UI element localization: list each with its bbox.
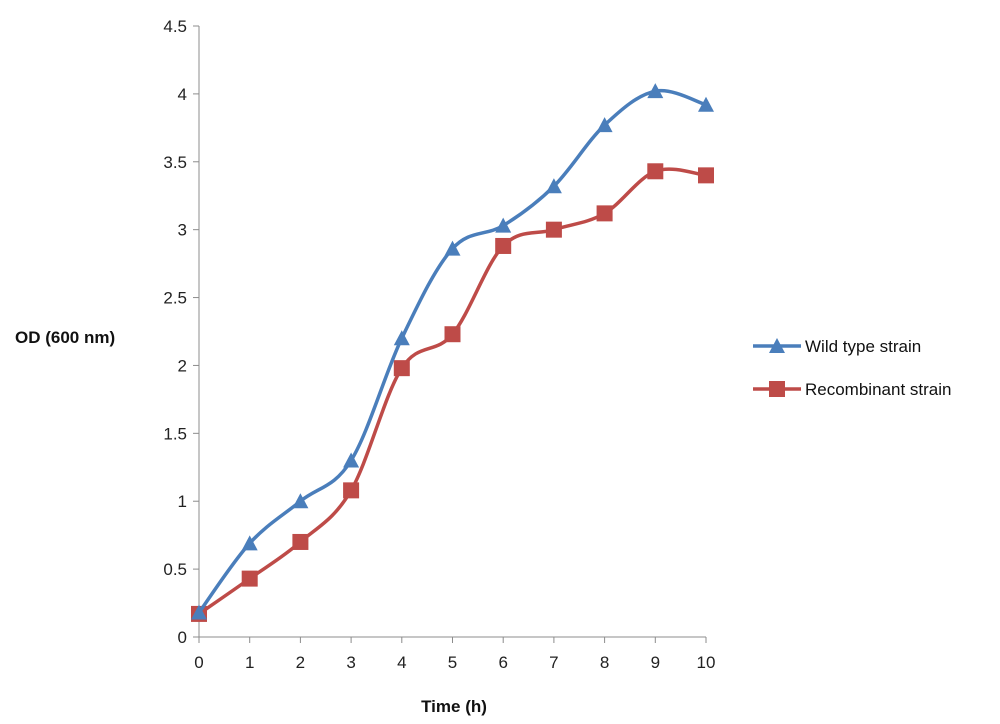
data-point-wild-type-strain xyxy=(596,117,613,133)
data-point-wild-type-strain xyxy=(545,178,562,194)
y-tick-label: 0.5 xyxy=(163,560,187,579)
series-line-recombinant-strain xyxy=(197,167,707,616)
y-tick-label: 3.5 xyxy=(163,153,187,172)
legend-label: Recombinant strain xyxy=(805,380,951,399)
x-tick-label: 9 xyxy=(651,653,660,672)
data-point-wild-type-strain xyxy=(698,96,714,112)
data-point-wild-type-strain xyxy=(495,217,512,233)
x-axis-ticks: 0 1 2 3 4 5 6 7 8 9 10 xyxy=(194,637,715,672)
x-tick-label: 10 xyxy=(697,653,716,672)
legend-item-recombinant-strain: Recombinant strain xyxy=(753,380,951,399)
legend-swatch-marker xyxy=(769,338,785,353)
y-tick-label: 4.5 xyxy=(163,17,187,36)
data-point-wild-type-strain xyxy=(292,493,309,509)
y-tick-label: 1.5 xyxy=(163,424,187,443)
x-tick-label: 3 xyxy=(346,653,355,672)
data-point-wild-type-strain xyxy=(393,330,410,346)
data-point-recombinant-strain xyxy=(393,360,410,377)
x-axis-title: Time (h) xyxy=(421,697,487,716)
legend-item-wild-type-strain: Wild type strain xyxy=(753,337,921,356)
y-tick-label: 4 xyxy=(178,85,187,104)
series-wild-type-strain xyxy=(191,83,714,620)
y-axis-title: OD (600 nm) xyxy=(15,328,115,347)
y-tick-label: 0 xyxy=(178,628,187,647)
data-point-recombinant-strain xyxy=(647,163,664,180)
y-tick-label: 2.5 xyxy=(163,289,187,308)
data-point-recombinant-strain xyxy=(596,205,613,222)
data-point-wild-type-strain xyxy=(647,83,664,99)
legend: Wild type strain Recombinant strain xyxy=(753,337,951,399)
x-tick-label: 6 xyxy=(498,653,507,672)
x-tick-label: 5 xyxy=(448,653,457,672)
data-point-recombinant-strain xyxy=(241,570,258,587)
data-point-wild-type-strain xyxy=(241,535,258,551)
series-layer xyxy=(191,83,714,622)
y-tick-label: 1 xyxy=(178,492,187,511)
data-point-recombinant-strain xyxy=(444,326,461,343)
data-point-recombinant-strain xyxy=(495,237,512,254)
y-axis-ticks: 0 0.5 1 1.5 2 2.5 3 3.5 4 4.5 xyxy=(163,17,199,647)
data-point-recombinant-strain xyxy=(292,533,309,550)
data-point-wild-type-strain xyxy=(343,452,360,468)
x-tick-label: 2 xyxy=(296,653,305,672)
data-point-wild-type-strain xyxy=(444,240,461,256)
x-tick-label: 8 xyxy=(600,653,609,672)
legend-label: Wild type strain xyxy=(805,337,921,356)
x-tick-label: 7 xyxy=(549,653,558,672)
legend-swatch-marker xyxy=(769,381,785,397)
data-point-wild-type-strain xyxy=(191,604,207,620)
x-tick-label: 0 xyxy=(194,653,203,672)
series-line-wild-type-strain xyxy=(197,88,707,614)
data-point-recombinant-strain xyxy=(698,167,714,184)
x-tick-label: 4 xyxy=(397,653,406,672)
y-tick-label: 2 xyxy=(178,356,187,375)
x-tick-label: 1 xyxy=(245,653,254,672)
data-point-recombinant-strain xyxy=(343,482,360,499)
series-recombinant-strain xyxy=(191,163,714,622)
data-point-recombinant-strain xyxy=(545,221,562,238)
y-tick-label: 3 xyxy=(178,221,187,240)
